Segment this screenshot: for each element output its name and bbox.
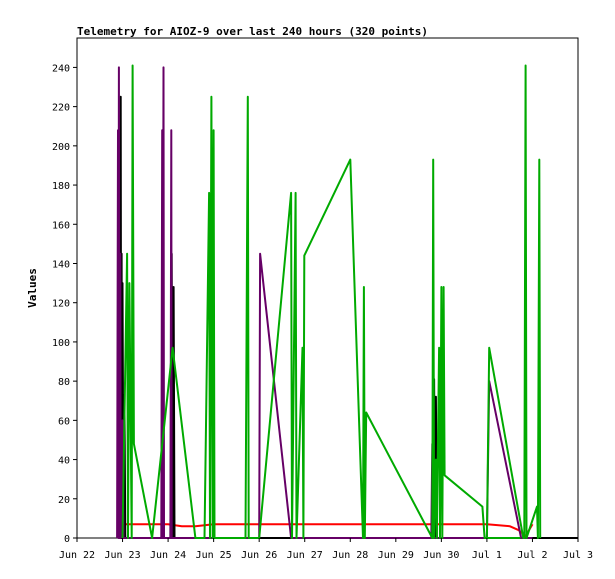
series-layer (116, 64, 578, 539)
y-tick-label: 160 (52, 220, 70, 231)
y-tick-label: 240 (52, 63, 70, 74)
x-tick-label: Jun 22 (59, 550, 95, 561)
x-tick-label: Jun 25 (196, 550, 232, 561)
x-tick-label: Jul 2 (517, 550, 547, 561)
x-tick-label: Jun 23 (104, 550, 140, 561)
x-tick-label: Jun 29 (378, 550, 414, 561)
x-tick-label: Jul 1 (472, 550, 502, 561)
chart-title: Telemetry for AIOZ-9 over last 240 hours… (77, 25, 428, 38)
x-tick-label: Jun 24 (150, 550, 186, 561)
x-tick-label: Jun 26 (241, 550, 277, 561)
tick-layer: 0 20 40 60 80 100 120 140 160 180 200 220 240 Jun 22 J… (52, 63, 593, 561)
x-tick-label: Jul 3 (563, 550, 593, 561)
y-tick-label: 100 (52, 338, 70, 349)
y-tick-label: 180 (52, 181, 70, 192)
y-tick-label: 0 (64, 534, 70, 545)
y-axis-label: Values (26, 268, 39, 308)
series-line-4 (121, 64, 542, 539)
x-tick-label: Jun 28 (332, 550, 368, 561)
y-tick-label: 200 (52, 142, 70, 153)
y-tick-label: 120 (52, 299, 70, 310)
x-tick-label: Jun 30 (423, 550, 459, 561)
y-tick-label: 20 (58, 495, 70, 506)
y-tick-label: 80 (58, 377, 70, 388)
y-tick-label: 140 (52, 259, 70, 270)
x-tick-label: Jun 27 (287, 550, 323, 561)
y-tick-label: 40 (58, 456, 70, 467)
y-tick-label: 220 (52, 103, 70, 114)
y-tick-label: 60 (58, 416, 70, 427)
